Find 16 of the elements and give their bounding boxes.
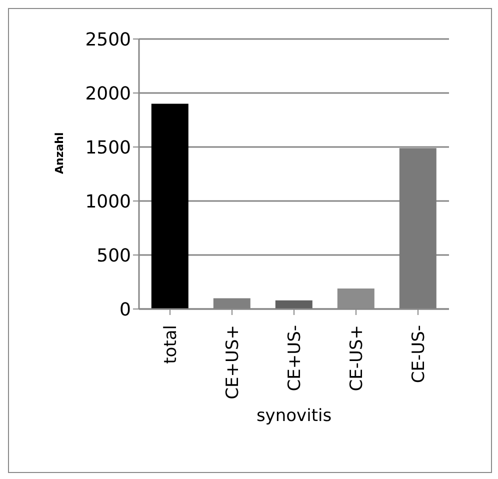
- x-tick-label: CE+US-: [285, 325, 305, 392]
- x-tick-label: CE-US-: [409, 325, 429, 384]
- y-tick-label: 1500: [85, 137, 131, 158]
- bar: [151, 104, 188, 309]
- x-axis-title: synovitis: [256, 406, 332, 426]
- y-tick-label: 2500: [85, 29, 131, 50]
- x-tick-label: CE-US+: [347, 325, 367, 392]
- y-tick-label: 500: [96, 245, 131, 266]
- x-tick-label: total: [161, 325, 181, 364]
- y-tick-label: 0: [120, 299, 131, 320]
- y-tick-label: 1000: [85, 191, 131, 212]
- x-tick-label: CE+US+: [223, 325, 243, 400]
- bar: [275, 300, 312, 309]
- bar: [399, 148, 436, 309]
- y-tick-label: 2000: [85, 83, 131, 104]
- y-axis-title: Anzahl: [52, 132, 66, 174]
